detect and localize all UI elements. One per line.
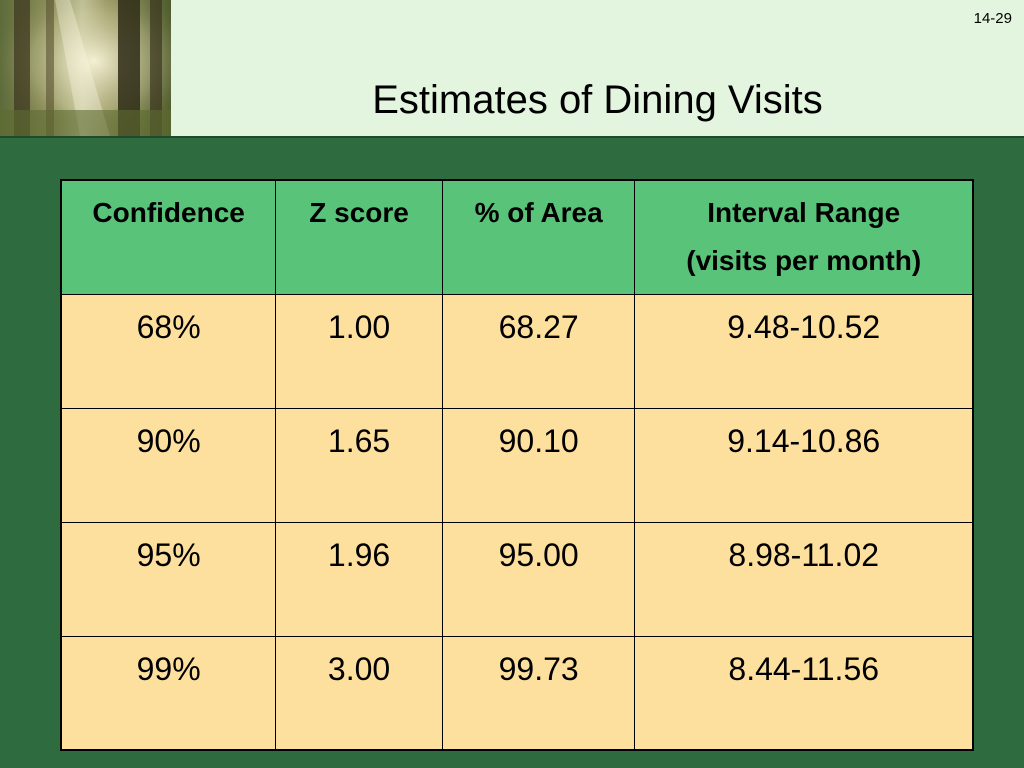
cell-pct-area: 90.10: [441, 407, 636, 523]
table-header-row: Confidence Z score % of Area Interval Ra…: [60, 179, 974, 295]
dining-visits-table: Confidence Z score % of Area Interval Ra…: [60, 179, 974, 751]
cell-pct-area: 95.00: [441, 521, 636, 637]
cell-interval: 9.14-10.86: [634, 407, 974, 523]
cell-z-score: 1.96: [275, 521, 443, 637]
cell-pct-area: 99.73: [441, 635, 636, 751]
forest-sunlight-photo-icon: [0, 0, 171, 136]
header-pct-area: % of Area: [441, 179, 636, 295]
cell-confidence: 95%: [60, 521, 277, 637]
table-row: 95% 1.96 95.00 8.98-11.02: [60, 521, 974, 637]
cell-interval: 8.98-11.02: [634, 521, 974, 637]
slide-number: 14-29: [973, 10, 1012, 27]
slide-header: 14-29 Estimates of Dining Visits: [0, 0, 1024, 136]
cell-z-score: 1.00: [275, 293, 443, 409]
header-confidence: Confidence: [60, 179, 277, 295]
cell-confidence: 99%: [60, 635, 277, 751]
cell-z-score: 1.65: [275, 407, 443, 523]
cell-confidence: 68%: [60, 293, 277, 409]
header-z-score: Z score: [275, 179, 443, 295]
forest-photo: [0, 0, 171, 136]
cell-z-score: 3.00: [275, 635, 443, 751]
cell-interval: 8.44-11.56: [634, 635, 974, 751]
cell-pct-area: 68.27: [441, 293, 636, 409]
header-interval-range: Interval Range (visits per month): [634, 179, 974, 295]
header-interval-line2: (visits per month): [686, 245, 922, 276]
cell-confidence: 90%: [60, 407, 277, 523]
cell-interval: 9.48-10.52: [634, 293, 974, 409]
table-row: 90% 1.65 90.10 9.14-10.86: [60, 407, 974, 523]
table-row: 68% 1.00 68.27 9.48-10.52: [60, 293, 974, 409]
header-interval-line1: Interval Range: [707, 197, 901, 228]
table-row: 99% 3.00 99.73 8.44-11.56: [60, 635, 974, 751]
slide-title: Estimates of Dining Visits: [372, 78, 823, 122]
